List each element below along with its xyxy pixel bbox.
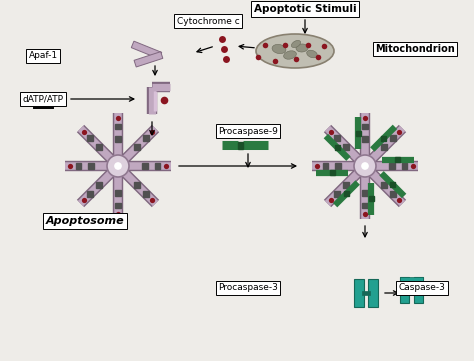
Bar: [362, 190, 368, 196]
Bar: [362, 123, 368, 129]
Text: Procaspase-3: Procaspase-3: [218, 283, 278, 292]
Bar: [362, 203, 368, 208]
Bar: [343, 182, 349, 188]
Bar: [96, 144, 102, 150]
Bar: [131, 41, 162, 59]
Ellipse shape: [283, 51, 296, 59]
Bar: [344, 191, 349, 196]
Bar: [381, 144, 387, 150]
Text: Caspase-3: Caspase-3: [399, 283, 446, 292]
Bar: [334, 135, 340, 141]
Bar: [115, 136, 121, 142]
Bar: [390, 135, 396, 141]
Text: Apoptosome: Apoptosome: [46, 216, 124, 226]
Bar: [381, 182, 387, 188]
Bar: [88, 163, 94, 169]
Bar: [356, 131, 361, 136]
Bar: [155, 163, 160, 169]
Bar: [323, 163, 328, 169]
Bar: [335, 145, 340, 150]
Bar: [143, 135, 149, 141]
Bar: [115, 190, 121, 196]
Ellipse shape: [292, 40, 301, 48]
Bar: [96, 182, 102, 188]
Bar: [381, 136, 386, 141]
Text: Apoptotic Stimuli: Apoptotic Stimuli: [254, 4, 356, 14]
Ellipse shape: [307, 50, 317, 58]
Bar: [390, 182, 395, 187]
Text: Procaspase-9: Procaspase-9: [218, 126, 278, 135]
Bar: [368, 279, 378, 307]
Circle shape: [107, 155, 129, 177]
Bar: [335, 163, 341, 169]
Bar: [115, 203, 121, 208]
Bar: [414, 277, 423, 303]
Bar: [369, 196, 374, 201]
Text: dATP/ATP: dATP/ATP: [22, 95, 64, 104]
Bar: [400, 277, 423, 281]
Text: Mitochondrion: Mitochondrion: [375, 44, 455, 54]
Bar: [362, 136, 368, 142]
Bar: [238, 142, 243, 148]
Bar: [87, 191, 93, 197]
Bar: [329, 170, 335, 175]
Circle shape: [114, 162, 122, 170]
Bar: [76, 163, 81, 169]
Bar: [402, 163, 407, 169]
Text: Apaf-1: Apaf-1: [28, 52, 57, 61]
Bar: [115, 123, 121, 129]
Bar: [389, 163, 395, 169]
Bar: [134, 144, 140, 150]
Bar: [343, 144, 349, 150]
Circle shape: [354, 155, 376, 177]
Bar: [142, 163, 148, 169]
Ellipse shape: [272, 44, 286, 53]
Bar: [87, 135, 93, 141]
Bar: [143, 191, 149, 197]
Bar: [354, 279, 364, 307]
Bar: [400, 277, 409, 303]
Ellipse shape: [296, 44, 308, 52]
Bar: [362, 291, 370, 295]
Bar: [134, 182, 140, 188]
Bar: [334, 191, 340, 197]
Bar: [390, 191, 396, 197]
Bar: [395, 157, 401, 162]
Bar: [134, 52, 163, 67]
Text: Cytochrome c: Cytochrome c: [177, 17, 239, 26]
Circle shape: [361, 162, 369, 170]
Ellipse shape: [256, 34, 334, 68]
